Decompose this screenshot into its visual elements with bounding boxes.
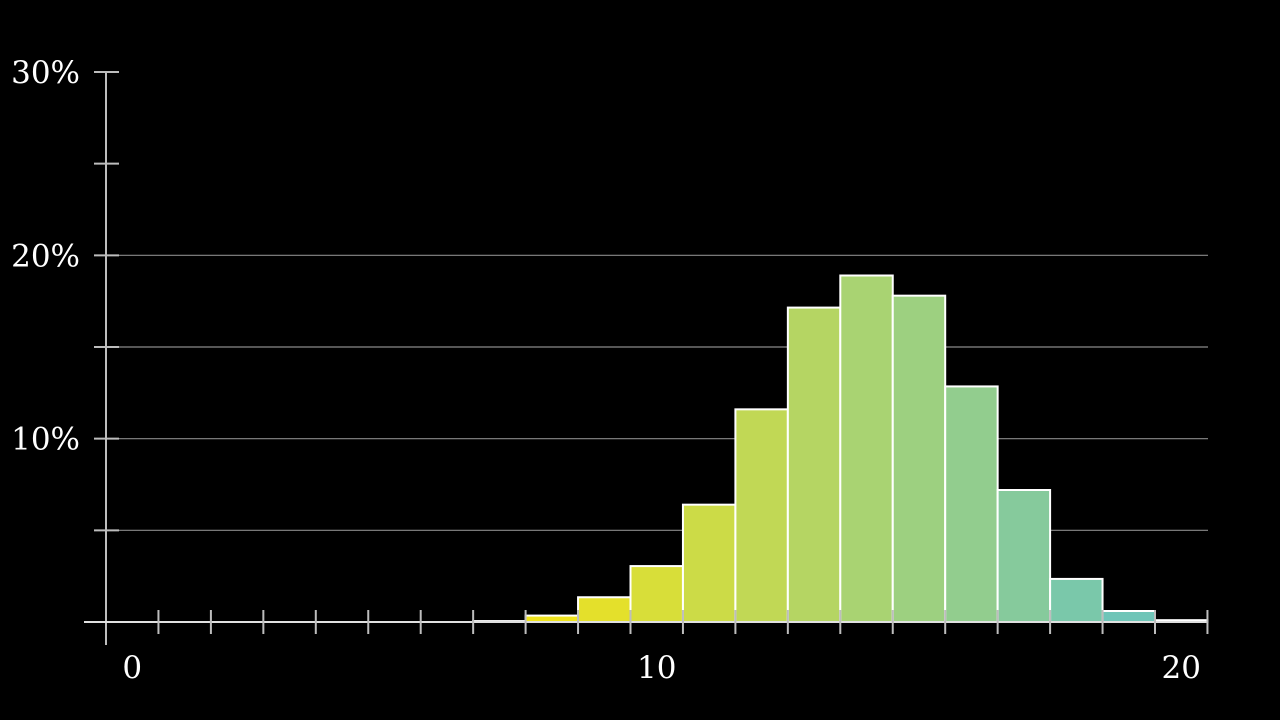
x-tick-label: 20 [1161,650,1200,686]
x-tick-label: 10 [637,650,676,686]
y-tick-label: 10% [11,422,80,458]
bar [1049,577,1104,624]
bar [734,408,789,624]
bar [996,489,1052,623]
bar [577,596,632,623]
bar [1101,610,1157,623]
bar [681,503,737,623]
bar [891,294,947,623]
bar [786,306,842,623]
bar [944,385,999,623]
bar [839,274,894,623]
y-tick-label: 20% [11,238,80,274]
bars [472,274,1209,624]
tick-labels: 10% 20% 30% 0 10 20 [11,55,1201,686]
y-tick-label: 30% [11,55,80,91]
axes [84,71,1209,645]
x-tick-label: 0 [122,650,142,686]
bar [629,565,684,623]
